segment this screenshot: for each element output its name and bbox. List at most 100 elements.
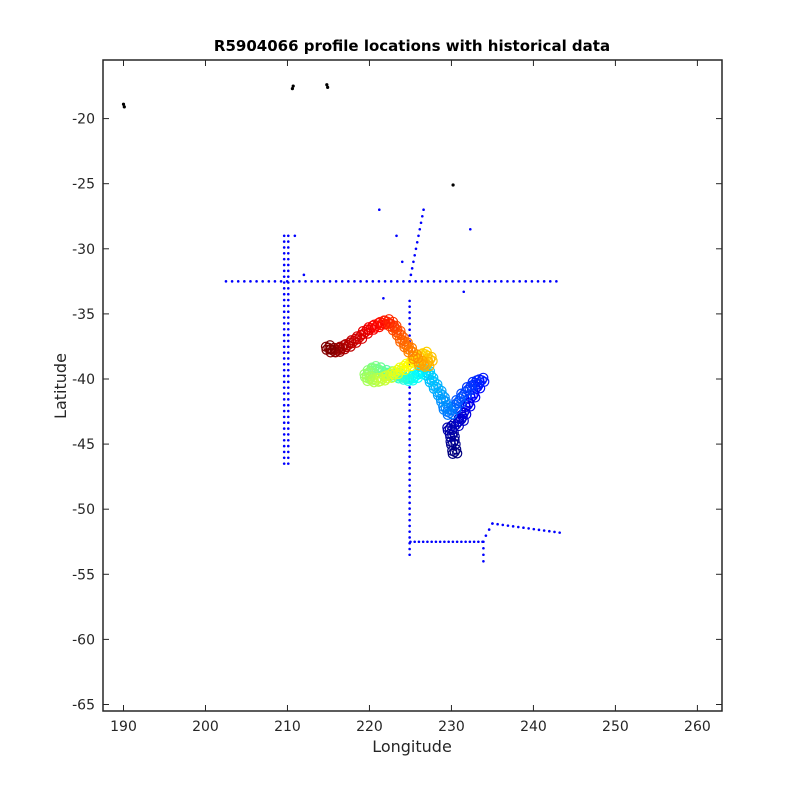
data-point-series-1 — [418, 227, 422, 231]
data-point-series-1 — [537, 528, 541, 532]
data-point-series-1 — [267, 280, 271, 283]
data-point-series-1 — [444, 280, 448, 283]
data-point-series-1 — [282, 357, 286, 360]
data-point-series-1 — [282, 269, 286, 273]
data-point-series-1 — [304, 280, 307, 283]
data-point-series-1 — [477, 540, 480, 544]
profile-marker — [461, 391, 472, 402]
x-tick-label: 190 — [110, 719, 137, 735]
data-point-series-1 — [511, 525, 515, 528]
profile-marker — [429, 376, 440, 387]
data-point-series-1 — [273, 280, 277, 283]
y-tick-label: -40 — [72, 372, 95, 388]
data-point-series-1 — [286, 310, 290, 314]
data-point-series-1 — [469, 227, 472, 231]
data-point-series-1 — [279, 280, 283, 283]
y-tick-label: -65 — [72, 697, 95, 713]
data-point-series-1 — [548, 280, 552, 283]
data-point-series-1 — [282, 433, 286, 436]
data-point-series-1 — [286, 363, 290, 366]
data-point-series-1 — [286, 322, 290, 325]
data-point-series-1 — [353, 280, 356, 283]
data-point-series-1 — [408, 426, 411, 430]
profile-marker — [466, 384, 478, 395]
data-point-series-1 — [282, 339, 286, 343]
data-point-series-1 — [286, 433, 290, 436]
data-point-series-1 — [482, 546, 485, 550]
data-point-series-1 — [286, 438, 290, 442]
data-point-series-1 — [558, 531, 561, 534]
data-point-series-1 — [282, 421, 286, 425]
x-tick-label: 240 — [520, 719, 547, 735]
data-point-series-0 — [326, 85, 330, 89]
data-point-series-1 — [249, 280, 252, 283]
data-point-series-1 — [282, 246, 286, 249]
data-point-series-1 — [282, 392, 286, 395]
data-point-series-1 — [496, 522, 499, 526]
data-point-series-1 — [524, 280, 528, 283]
data-point-series-1 — [408, 455, 411, 458]
data-point-series-1 — [286, 386, 290, 389]
profile-marker — [320, 341, 332, 352]
data-point-series-1 — [408, 495, 411, 499]
data-point-series-1 — [286, 339, 290, 343]
data-point-series-1 — [282, 456, 286, 460]
profile-marker — [412, 353, 423, 364]
plot-marks — [121, 83, 561, 563]
profile-marker — [440, 396, 451, 407]
data-point-series-1 — [451, 280, 454, 283]
data-point-series-1 — [282, 281, 286, 284]
data-point-series-1 — [224, 280, 228, 283]
data-point-series-1 — [408, 414, 411, 418]
data-point-series-1 — [420, 280, 424, 283]
profile-marker — [413, 357, 424, 368]
y-tick-label: -30 — [72, 242, 95, 258]
data-point-series-1 — [302, 273, 306, 277]
profile-marker — [450, 439, 461, 450]
data-point-series-1 — [408, 466, 411, 470]
data-point-series-1 — [408, 553, 411, 557]
axes-box — [102, 59, 723, 712]
data-point-series-1 — [542, 529, 546, 532]
data-point-series-1 — [400, 260, 404, 264]
data-point-series-1 — [408, 420, 411, 424]
data-point-series-1 — [286, 409, 290, 413]
data-point-series-1 — [408, 461, 411, 464]
data-point-series-1 — [316, 280, 320, 283]
data-point-series-1 — [443, 540, 446, 544]
y-axis-label: Latitude — [51, 353, 70, 419]
y-tick-label: -45 — [72, 437, 95, 453]
data-point-series-1 — [482, 559, 485, 563]
data-point-series-1 — [282, 316, 286, 319]
x-tick-label: 200 — [192, 719, 219, 735]
data-point-series-1 — [536, 280, 540, 283]
data-point-series-1 — [282, 327, 286, 331]
data-point-series-1 — [282, 398, 286, 401]
data-point-series-1 — [282, 345, 286, 349]
data-point-series-1 — [382, 296, 385, 300]
data-point-series-1 — [282, 427, 286, 430]
data-point-series-1 — [408, 334, 411, 337]
data-point-series-1 — [371, 280, 375, 283]
data-point-series-1 — [410, 267, 414, 270]
data-point-series-1 — [506, 280, 509, 283]
data-point-series-1 — [457, 280, 460, 283]
data-point-series-1 — [282, 240, 286, 243]
data-point-series-1 — [282, 298, 286, 302]
data-point-series-1 — [493, 280, 497, 283]
data-point-series-1 — [408, 397, 411, 401]
data-point-series-1 — [451, 540, 455, 544]
data-point-series-1 — [377, 280, 381, 283]
data-point-series-1 — [286, 275, 290, 278]
data-point-series-1 — [389, 280, 393, 283]
data-point-series-1 — [286, 298, 290, 302]
data-point-series-1 — [516, 525, 520, 529]
data-point-series-1 — [282, 374, 286, 378]
data-point-series-1 — [472, 540, 476, 544]
profile-marker — [369, 319, 380, 330]
data-point-series-1 — [408, 438, 411, 441]
data-point-series-1 — [286, 357, 290, 360]
data-point-series-1 — [527, 527, 530, 530]
data-point-series-1 — [286, 450, 290, 454]
profile-marker — [362, 328, 373, 339]
